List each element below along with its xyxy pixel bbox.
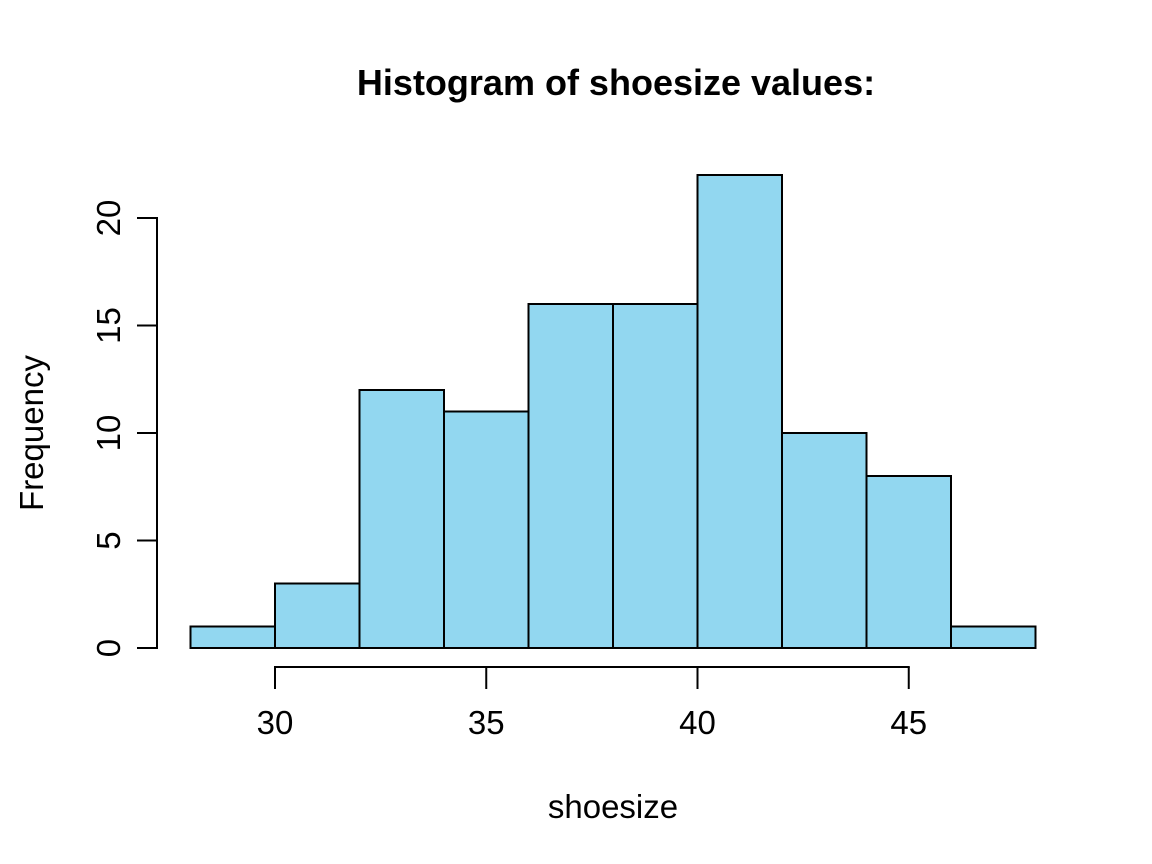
y-tick-label: 0 (90, 639, 127, 657)
y-tick-label: 5 (90, 531, 127, 549)
histogram-bar (781, 432, 868, 649)
histogram-bar (443, 410, 530, 649)
y-tick-label: 10 (90, 415, 127, 452)
y-tick-label: 15 (90, 307, 127, 344)
histogram-bar (950, 625, 1037, 649)
histogram-bar (189, 625, 276, 649)
histogram-bar (358, 389, 445, 649)
histogram-bar (696, 174, 783, 649)
x-tick-label: 35 (468, 704, 505, 741)
histogram-bar (865, 475, 952, 649)
x-axis-label: shoesize (547, 788, 679, 825)
x-tick-label: 40 (679, 704, 716, 741)
y-tick-label: 20 (90, 200, 127, 237)
chart-title: Histogram of shoesize values: (356, 62, 876, 103)
x-tick-label: 30 (257, 704, 294, 741)
histogram-bar (612, 303, 699, 649)
x-tick-label: 45 (890, 704, 927, 741)
histogram-bar (527, 303, 614, 649)
histogram-bar (274, 582, 361, 649)
